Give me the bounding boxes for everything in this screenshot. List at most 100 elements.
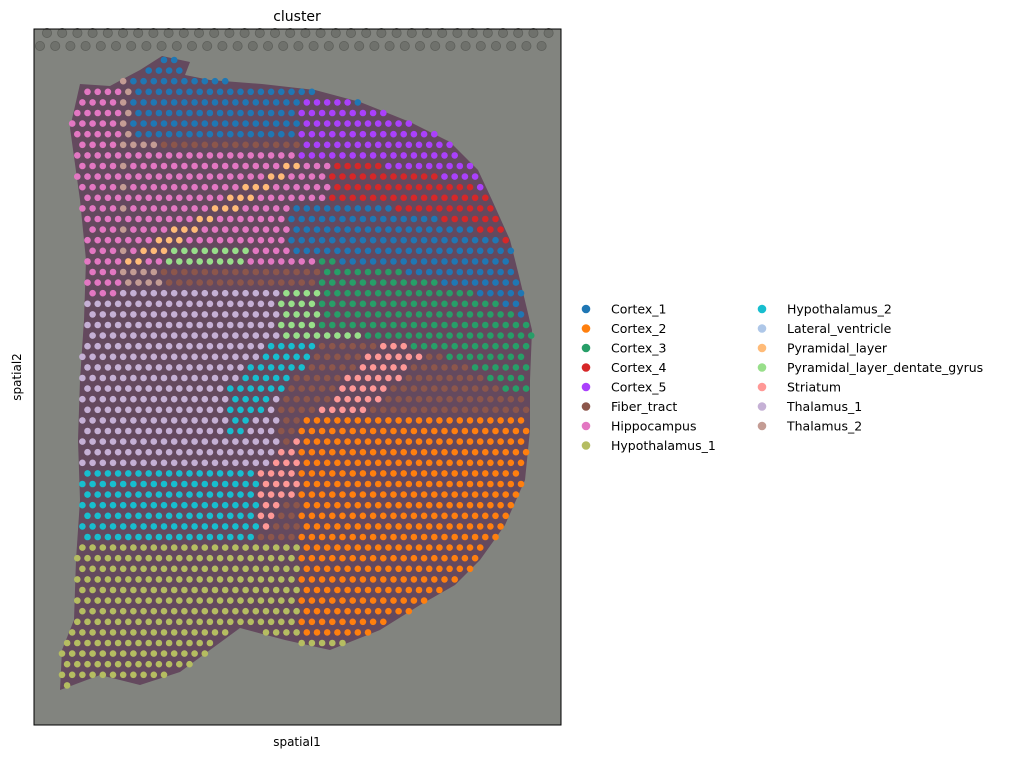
spot-cortex-5 xyxy=(425,141,433,149)
spot-hypothalamus-2 xyxy=(155,491,163,498)
spot-hypothalamus-1 xyxy=(109,671,117,679)
spot-pyramidal-layer-dentate-gyrus xyxy=(221,247,229,255)
spot-cortex-2 xyxy=(441,576,448,583)
spot-cortex-3 xyxy=(492,300,499,308)
spot-hypothalamus-1 xyxy=(109,650,117,657)
spot-hypothalamus-1 xyxy=(237,576,244,583)
spot-cortex-2 xyxy=(415,459,423,467)
spot-fiber-tract xyxy=(420,385,428,392)
spot-thalamus-1 xyxy=(170,417,178,424)
spot-cortex-2 xyxy=(385,544,392,551)
spot-cortex-2 xyxy=(476,459,484,467)
spot-cortex-4 xyxy=(497,226,504,233)
spot-striatum xyxy=(349,385,357,392)
spot-fiber-tract xyxy=(293,141,300,149)
spot-thalamus-1 xyxy=(206,385,214,392)
spot-pyramidal-layer-dentate-gyrus xyxy=(191,247,198,255)
spot-hippocampus xyxy=(176,173,183,180)
spot-hippocampus xyxy=(99,289,107,297)
spot-fiber-tract xyxy=(237,279,244,286)
spot-hippocampus xyxy=(201,226,209,233)
spot-cortex-1 xyxy=(318,215,326,223)
spot-thalamus-1 xyxy=(252,332,260,339)
spot-pyramidal-layer xyxy=(155,236,163,244)
spot-hypothalamus-2 xyxy=(181,480,188,488)
spot-hypothalamus-1 xyxy=(160,586,168,594)
spot-cortex-1 xyxy=(380,215,387,223)
spot-hypothalamus-2 xyxy=(262,374,270,382)
spot-thalamus-1 xyxy=(181,374,188,382)
spot-hippocampus xyxy=(196,194,203,202)
spot-fiber-tract xyxy=(288,512,295,520)
spot-hypothalamus-1 xyxy=(125,639,132,647)
spot-hypothalamus-1 xyxy=(94,639,101,647)
spot-cortex-1 xyxy=(165,109,173,117)
spot-thalamus-1 xyxy=(140,311,147,318)
spot-striatum xyxy=(374,374,382,382)
spot-cortex-2 xyxy=(492,491,499,498)
spot-cortex-5 xyxy=(410,130,418,138)
spot-cortex-2 xyxy=(308,470,316,477)
spot-cortex-2 xyxy=(405,480,413,488)
spot-hypothalamus-2 xyxy=(114,533,122,541)
spot-thalamus-1 xyxy=(221,332,229,339)
spot-cortex-2 xyxy=(323,629,331,636)
spot-thalamus-1 xyxy=(227,448,234,456)
spot-cortex-1 xyxy=(288,109,295,117)
spot-cortex-2 xyxy=(456,523,464,530)
spot-cortex-5 xyxy=(318,109,326,117)
spot-thalamus-1 xyxy=(130,289,137,297)
spot-thalamus-2 xyxy=(130,268,137,276)
spot-fiber-tract xyxy=(400,385,408,392)
fiducial-spot xyxy=(376,27,387,38)
spot-cortex-3 xyxy=(461,342,469,350)
spot-fiber-tract xyxy=(206,279,214,286)
spot-cortex-1 xyxy=(446,247,453,255)
spot-cortex-2 xyxy=(431,576,438,583)
spot-cortex-4 xyxy=(390,173,397,180)
spot-cortex-3 xyxy=(400,321,408,329)
spot-thalamus-2 xyxy=(140,268,147,276)
spot-cortex-2 xyxy=(308,448,316,456)
spot-cortex-2 xyxy=(461,491,469,498)
spot-hippocampus xyxy=(278,215,285,223)
spot-hypothalamus-1 xyxy=(79,607,86,615)
spot-cortex-2 xyxy=(451,554,459,562)
spot-hippocampus xyxy=(242,205,249,212)
spot-hypothalamus-1 xyxy=(191,607,198,615)
spot-fiber-tract xyxy=(415,374,423,382)
spot-hypothalamus-1 xyxy=(160,650,168,657)
spot-cortex-1 xyxy=(507,247,515,255)
spot-pyramidal-layer-dentate-gyrus xyxy=(283,311,290,318)
spot-cortex-4 xyxy=(431,194,438,202)
spot-hippocampus xyxy=(257,173,265,180)
spot-cortex-3 xyxy=(456,311,464,318)
spot-thalamus-1 xyxy=(99,417,107,424)
spot-hypothalamus-1 xyxy=(181,629,188,636)
spot-hypothalamus-1 xyxy=(155,660,163,668)
spot-cortex-1 xyxy=(349,236,357,244)
spot-hypothalamus-1 xyxy=(170,544,178,551)
spot-thalamus-2 xyxy=(119,99,127,106)
spot-cortex-2 xyxy=(446,501,453,509)
spot-hippocampus xyxy=(232,226,239,233)
spot-hypothalamus-2 xyxy=(191,501,198,509)
spot-cortex-2 xyxy=(425,459,433,467)
spot-cortex-1 xyxy=(482,279,489,286)
spot-cortex-1 xyxy=(247,88,254,96)
spot-hypothalamus-1 xyxy=(135,639,142,647)
spot-cortex-1 xyxy=(507,289,515,297)
spot-hippocampus xyxy=(262,162,270,170)
spot-hippocampus xyxy=(155,194,163,202)
spot-cortex-2 xyxy=(323,586,331,594)
spot-thalamus-1 xyxy=(181,459,188,467)
spot-hypothalamus-2 xyxy=(165,470,173,477)
legend-marker xyxy=(581,382,591,392)
spot-hypothalamus-1 xyxy=(84,660,91,668)
spot-cortex-3 xyxy=(354,268,362,276)
spot-fiber-tract xyxy=(170,268,178,276)
spot-cortex-1 xyxy=(466,247,474,255)
spot-thalamus-1 xyxy=(262,311,270,318)
spot-hypothalamus-2 xyxy=(119,501,127,509)
fiducial-spot xyxy=(254,27,265,38)
